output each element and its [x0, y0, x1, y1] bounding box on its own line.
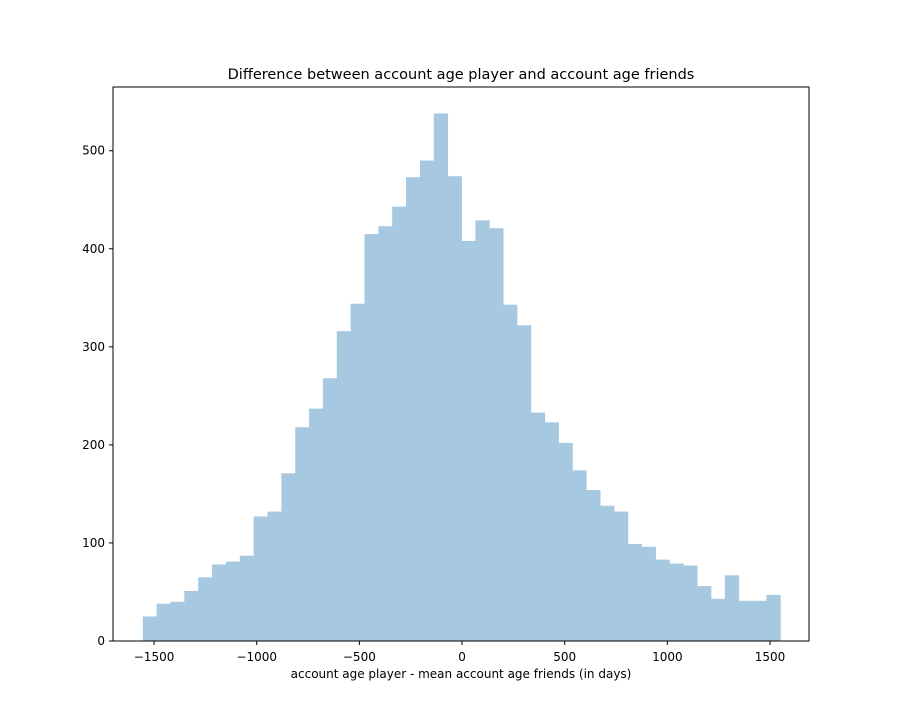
histogram-bar: [212, 564, 227, 641]
plot-frame: [112, 86, 810, 642]
histogram-bar: [239, 555, 255, 641]
histogram-bar: [572, 470, 587, 641]
histogram-bar: [267, 511, 282, 641]
histogram-bar: [627, 543, 643, 641]
x-tick-label: 0: [458, 650, 466, 664]
histogram-bar: [752, 600, 767, 641]
histogram-bar: [281, 473, 296, 641]
histogram-bar: [558, 442, 573, 641]
histogram-bar: [184, 590, 199, 641]
y-tick-label: 200: [82, 438, 105, 452]
y-tick-label: 300: [82, 340, 105, 354]
histogram-bar: [489, 228, 504, 641]
histogram-bar: [447, 176, 462, 642]
x-tick-label: 1000: [652, 650, 683, 664]
histogram-bar: [433, 113, 449, 642]
chart-title: Difference between account age player an…: [228, 67, 695, 83]
histogram-bar: [475, 220, 490, 641]
x-tick-label: −1000: [236, 650, 277, 664]
histogram-bar: [503, 304, 518, 641]
x-tick-label: −1500: [134, 650, 175, 664]
histogram-bar: [710, 598, 726, 641]
histogram-bar: [530, 412, 546, 641]
histogram-bar: [198, 577, 213, 641]
bars-group: [142, 113, 781, 642]
histogram-bar: [378, 226, 393, 642]
histogram-bar: [419, 160, 435, 642]
histogram-bar: [170, 601, 185, 641]
histogram-bar: [766, 594, 781, 641]
histogram-bar: [655, 559, 670, 641]
histogram-bar: [364, 234, 379, 641]
histogram-bar: [225, 561, 241, 641]
x-tick-label: 1500: [755, 650, 786, 664]
histogram-bar: [724, 575, 740, 641]
y-tick-label: 100: [82, 536, 105, 550]
histogram-bar: [586, 490, 601, 641]
histogram-bar: [697, 586, 712, 641]
histogram-bar: [738, 600, 753, 641]
histogram-bar: [309, 408, 324, 641]
y-tick-label: 0: [97, 634, 105, 648]
x-axis-label: account age player - mean account age fr…: [291, 667, 632, 681]
histogram-bar: [322, 378, 338, 641]
histogram-bar: [336, 331, 352, 641]
histogram-bar: [253, 516, 268, 641]
histogram-bar: [350, 303, 365, 641]
x-tick-label: 500: [553, 650, 576, 664]
histogram-bar: [516, 325, 532, 641]
y-axis-ticks: 0 100 200 300 400 500: [82, 144, 113, 648]
histogram-bar: [641, 546, 656, 641]
histogram-bar: [156, 603, 171, 641]
histogram-bar: [683, 565, 698, 641]
histogram-bar: [613, 511, 629, 641]
histogram-bar: [544, 422, 559, 641]
y-tick-label: 500: [82, 144, 105, 158]
histogram-bar: [461, 240, 476, 641]
histogram-bar: [295, 427, 310, 641]
histogram-bar: [406, 177, 421, 641]
histogram-bar: [142, 616, 158, 641]
histogram-bar: [392, 206, 407, 641]
x-axis-ticks: −1500 −1000 −500 0 500 1000 1500: [134, 641, 785, 664]
histogram-bar: [669, 563, 684, 641]
y-tick-label: 400: [82, 242, 105, 256]
histogram-bar: [600, 505, 615, 641]
x-tick-label: −500: [343, 650, 376, 664]
